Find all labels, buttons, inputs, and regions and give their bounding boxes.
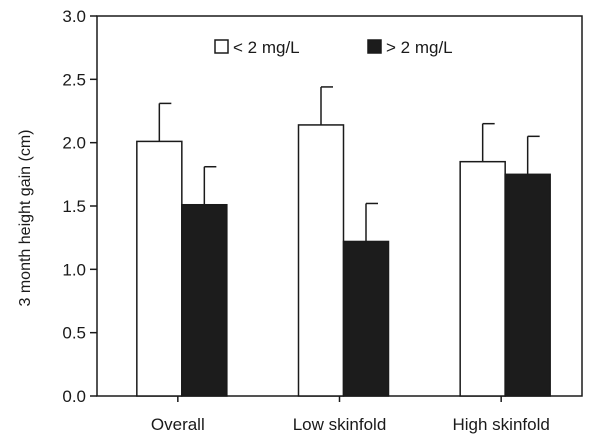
x-category-label: Overall [151, 415, 205, 434]
legend-swatch [214, 39, 229, 54]
legend-swatch [367, 39, 382, 54]
y-tick-label: 2.5 [62, 70, 86, 89]
x-category-label: High skinfold [453, 415, 550, 434]
legend-label: > 2 mg/L [386, 38, 453, 57]
bar [136, 140, 183, 397]
y-axis-label: 3 month height gain (cm) [17, 130, 34, 307]
y-axis: 0.0 0.5 1.0 1.5 2.0 2.5 3.0 [62, 7, 97, 406]
y-tick-label: 1.0 [62, 260, 86, 279]
bar [459, 160, 506, 397]
x-category-label: Low skinfold [293, 415, 387, 434]
bar [297, 124, 345, 397]
y-tick-label: 0.0 [62, 387, 86, 406]
bars-group [136, 86, 551, 397]
legend-label: < 2 mg/L [233, 38, 300, 57]
bar [342, 240, 390, 397]
y-tick-label: 3.0 [62, 7, 86, 26]
bar [504, 173, 551, 397]
legend: < 2 mg/L > 2 mg/L [214, 38, 453, 57]
y-tick-label: 2.0 [62, 134, 86, 153]
y-tick-label: 1.5 [62, 197, 86, 216]
y-tick-label: 0.5 [62, 324, 86, 343]
bar [181, 203, 228, 397]
x-axis: Overall Low skinfold High skinfold [151, 396, 550, 434]
